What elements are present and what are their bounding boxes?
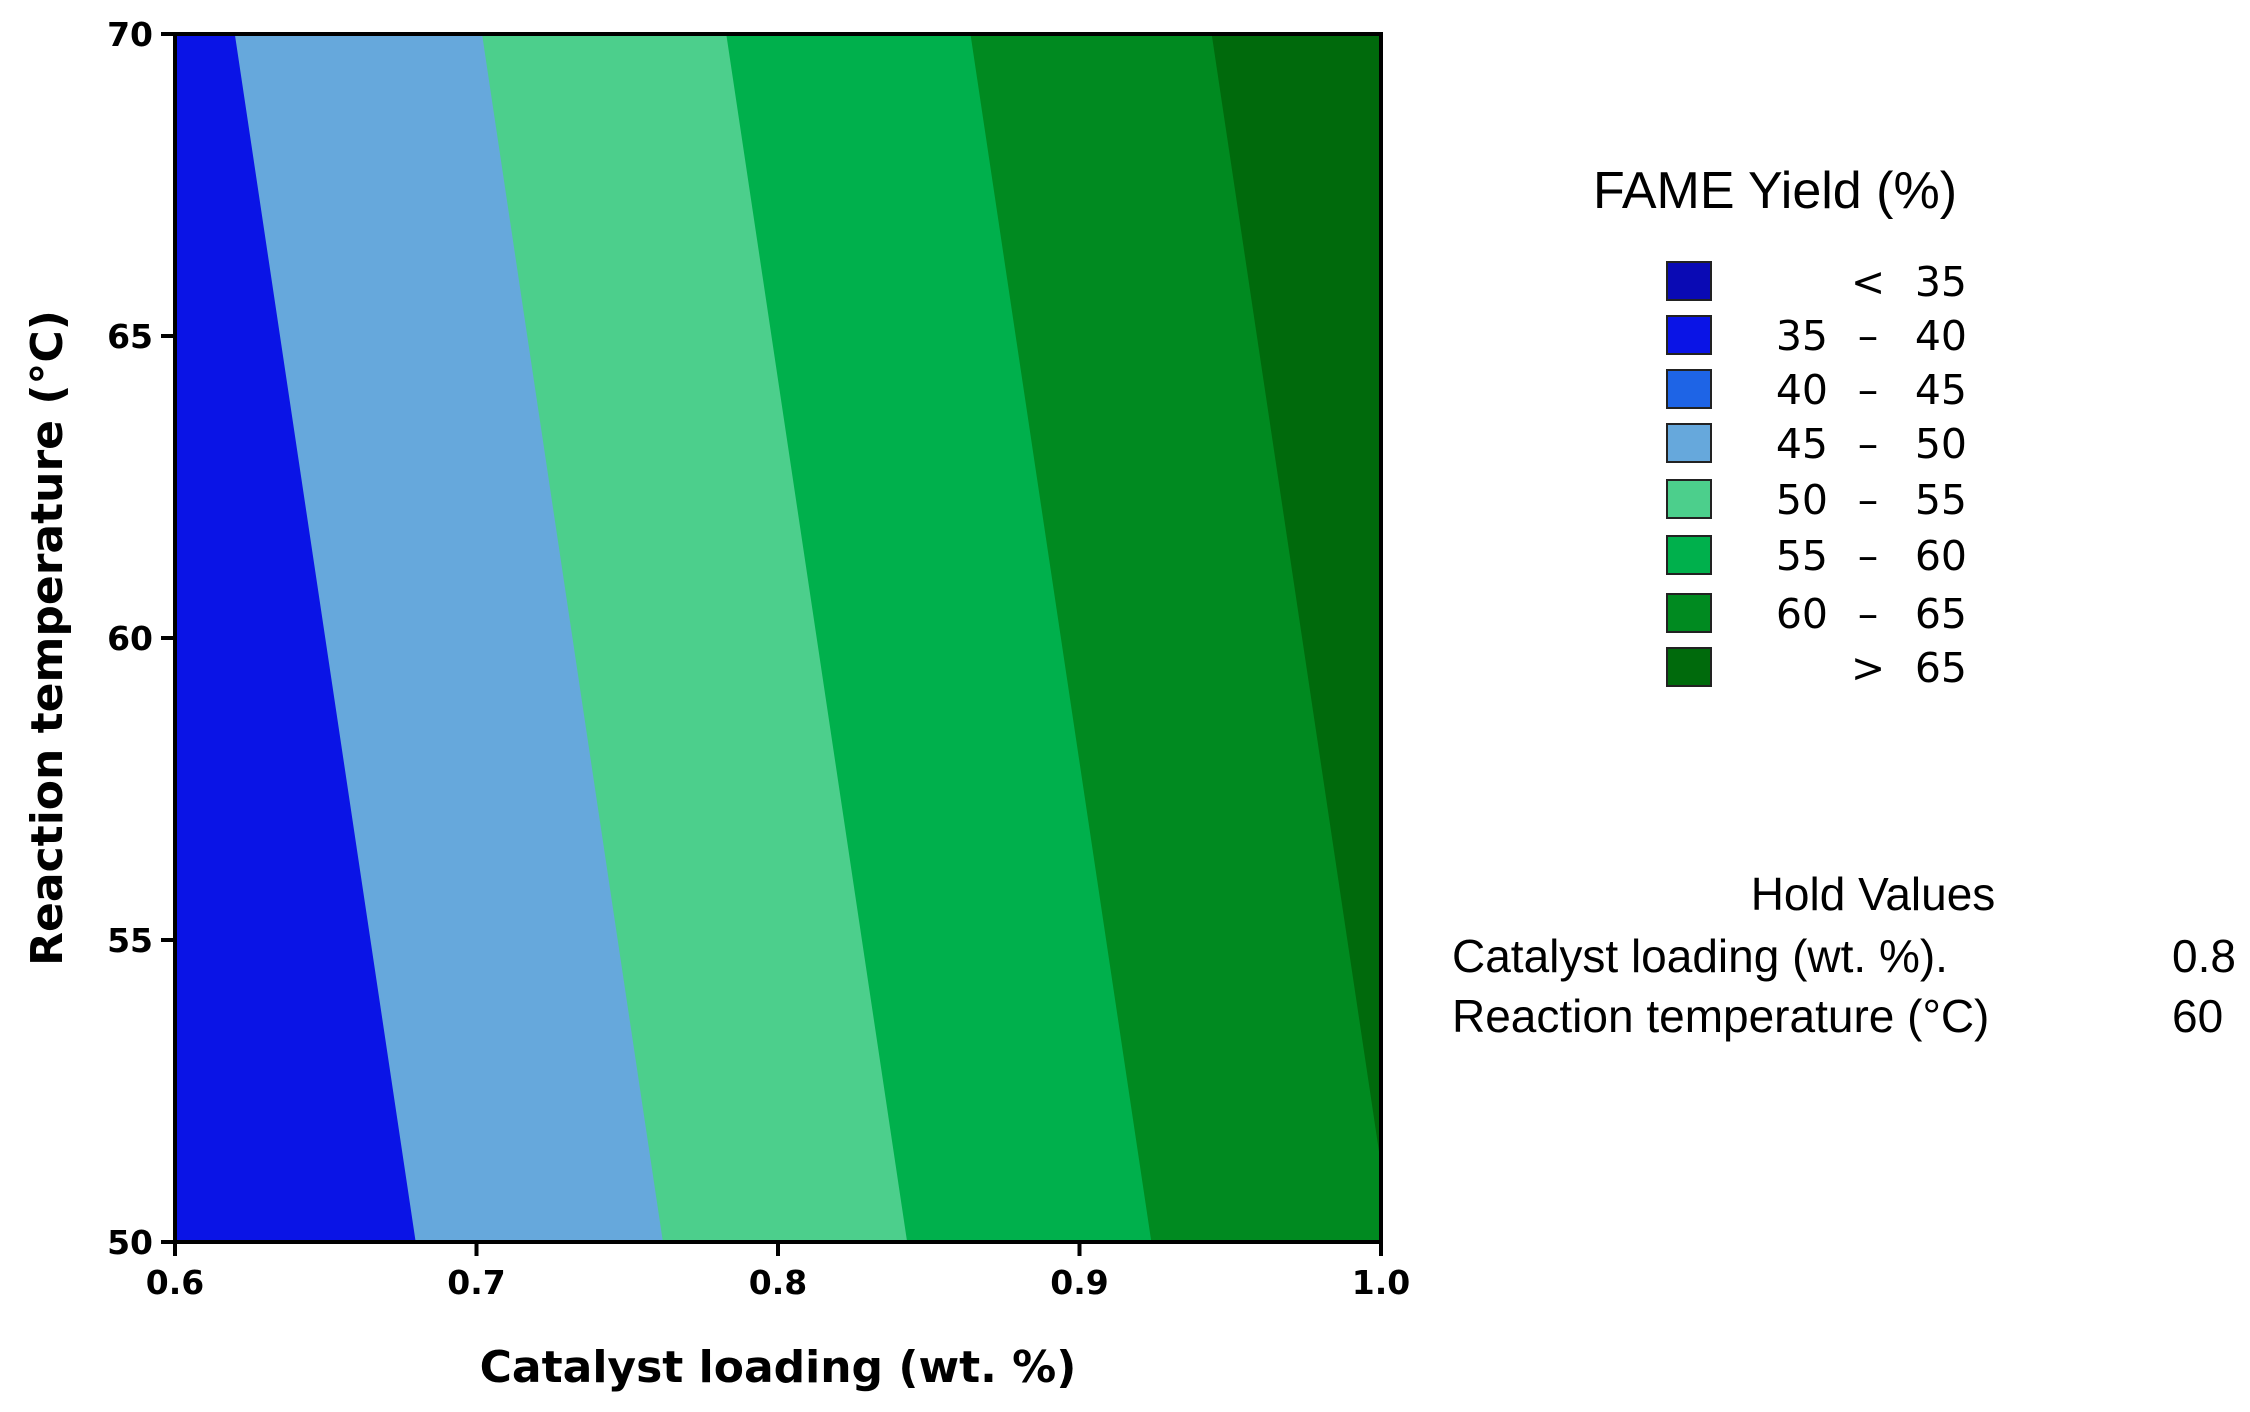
y-tick-label: 70 [107, 15, 153, 54]
y-tick-label: 65 [107, 317, 153, 356]
legend-high: 50 [1915, 420, 1967, 468]
legend-high: 60 [1915, 532, 1967, 580]
band-45-50 [234, 34, 664, 1242]
hold-values-panel: Hold Values Catalyst loading (wt. %). 0.8… [1452, 868, 2236, 1042]
hold-value-row: Reaction temperature (°C) 60 [1452, 990, 2223, 1042]
legend-operator: – [1858, 312, 1879, 360]
legend-operator: – [1858, 366, 1879, 414]
legend-operator: > [1851, 644, 1885, 692]
legend-operator: < [1851, 258, 1885, 306]
x-tick-label: 0.7 [447, 1263, 505, 1302]
x-axis-title: Catalyst loading (wt. %) [480, 1342, 1077, 1393]
legend-swatch [1666, 261, 1712, 301]
legend-operator: – [1858, 476, 1879, 524]
y-axis: 50 55 60 65 70 [107, 15, 175, 1262]
hold-value-number: 0.8 [2172, 930, 2236, 982]
legend-swatch [1666, 647, 1712, 687]
band-over-65 [1211, 34, 1381, 1165]
legend-item: 45–50 [1666, 420, 1967, 468]
legend-swatch [1666, 369, 1712, 409]
legend-high: 65 [1915, 644, 1967, 692]
legend-low: 45 [1776, 420, 1828, 468]
band-55-60 [726, 34, 1153, 1242]
legend-high: 65 [1915, 590, 1967, 638]
legend-swatch [1666, 423, 1712, 463]
legend-item: 50–55 [1666, 476, 1967, 524]
hold-value-label: Reaction temperature (°C) [1452, 990, 1989, 1042]
legend-high: 55 [1915, 476, 1967, 524]
y-axis-title: Reaction temperature (°C) [22, 310, 73, 966]
x-tick-label: 0.8 [749, 1263, 807, 1302]
legend-swatch [1666, 535, 1712, 575]
legend-operator: – [1858, 420, 1879, 468]
legend-item: >65 [1666, 644, 1967, 692]
band-35-40 [175, 34, 417, 1242]
legend-item: 60–65 [1666, 590, 1967, 638]
hold-values-title: Hold Values [1751, 868, 1996, 920]
legend-low: 50 [1776, 476, 1828, 524]
band-50-55 [482, 34, 909, 1242]
legend-high: 45 [1915, 366, 1967, 414]
x-tick-label: 1.0 [1352, 1263, 1410, 1302]
legend-title: FAME Yield (%) [1593, 162, 1957, 220]
y-tick-label: 50 [107, 1223, 153, 1262]
band-60-65 [970, 34, 1381, 1242]
legend-operator: – [1858, 590, 1879, 638]
legend-high: 40 [1915, 312, 1967, 360]
legend-low: 60 [1776, 590, 1828, 638]
legend-item: 35–40 [1666, 312, 1967, 360]
legend: FAME Yield (%) <3535–4040–4545–5050–5555… [1593, 162, 1967, 692]
contour-bands [175, 34, 1381, 1242]
legend-low: 55 [1776, 532, 1828, 580]
hold-value-number: 60 [2172, 990, 2223, 1042]
y-tick-label: 55 [107, 921, 153, 960]
legend-swatch [1666, 479, 1712, 519]
legend-operator: – [1858, 532, 1879, 580]
y-tick-label: 60 [107, 619, 153, 658]
legend-item: 40–45 [1666, 366, 1967, 414]
x-tick-label: 0.9 [1050, 1263, 1108, 1302]
plot-area [173, 32, 1383, 1244]
legend-item: <35 [1666, 258, 1967, 306]
legend-swatch [1666, 593, 1712, 633]
legend-low: 35 [1776, 312, 1828, 360]
legend-low: 40 [1776, 366, 1828, 414]
x-axis: 0.6 0.7 0.8 0.9 1.0 [146, 1242, 1410, 1302]
legend-item: 55–60 [1666, 532, 1967, 580]
hold-values-items: Catalyst loading (wt. %). 0.8 Reaction tem… [1452, 930, 2236, 1042]
x-tick-label: 0.6 [146, 1263, 204, 1302]
legend-swatch [1666, 315, 1712, 355]
hold-value-row: Catalyst loading (wt. %). 0.8 [1452, 930, 2236, 982]
legend-high: 35 [1915, 258, 1967, 306]
hold-value-label: Catalyst loading (wt. %). [1452, 930, 1948, 982]
